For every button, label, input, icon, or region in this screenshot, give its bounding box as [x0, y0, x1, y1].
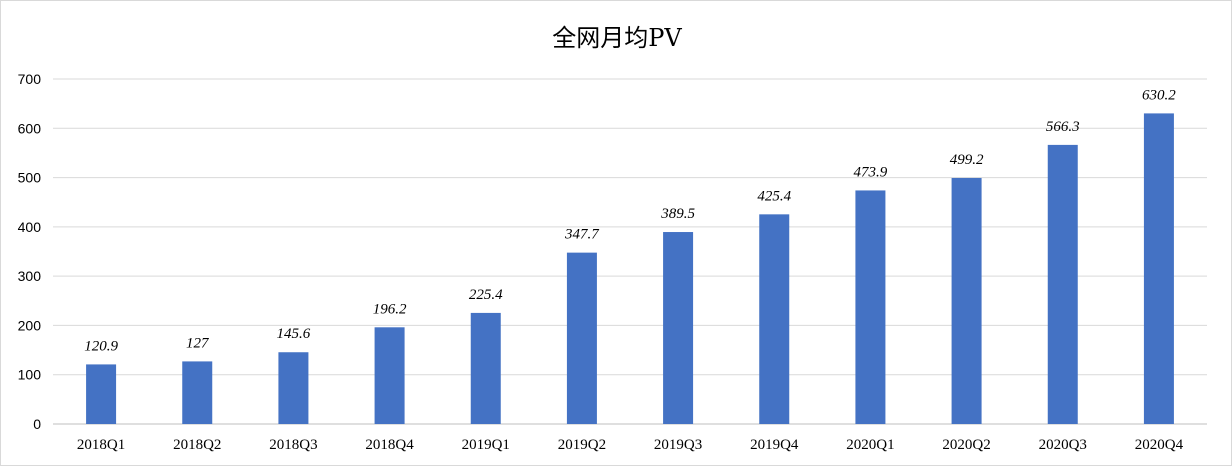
bar [1143, 113, 1174, 424]
data-label: 120.9 [84, 338, 118, 354]
y-tick-label: 700 [18, 71, 42, 87]
data-label: 127 [186, 335, 210, 351]
x-tick-label: 2020Q1 [846, 437, 894, 453]
bar [470, 312, 501, 424]
x-tick-label: 2019Q2 [558, 437, 606, 453]
data-label: 347.7 [564, 227, 600, 243]
x-tick-label: 2018Q2 [173, 437, 221, 453]
x-tick-label: 2020Q2 [942, 437, 990, 453]
x-tick-label: 2020Q3 [1039, 437, 1087, 453]
bar [855, 190, 886, 424]
x-tick-label: 2019Q3 [654, 437, 702, 453]
x-tick-label: 2020Q4 [1135, 437, 1184, 453]
bar [566, 252, 597, 424]
y-tick-label: 100 [18, 367, 42, 383]
x-tick-label: 2018Q3 [269, 437, 317, 453]
x-tick-label: 2018Q1 [77, 437, 125, 453]
gridlines [53, 78, 1207, 425]
data-label: 425.4 [757, 188, 791, 204]
bar [759, 214, 790, 424]
data-label: 473.9 [854, 164, 888, 180]
bar [1047, 144, 1078, 424]
y-tick-label: 200 [18, 317, 42, 333]
data-label: 630.2 [1142, 87, 1176, 103]
bar [278, 352, 309, 424]
data-label: 145.6 [277, 326, 311, 342]
bar [374, 327, 405, 424]
y-tick-label: 300 [18, 268, 42, 284]
y-tick-label: 0 [33, 416, 41, 432]
x-axis-ticks: 2018Q1 2018Q2 2018Q3 2018Q4 2019Q1 2019Q2 2019… [77, 437, 1184, 453]
bar [182, 361, 213, 424]
x-tick-label: 2018Q4 [365, 437, 414, 453]
bar [86, 364, 117, 424]
data-label: 499.2 [950, 152, 984, 168]
data-label: 566.3 [1046, 119, 1080, 135]
y-tick-label: 500 [18, 170, 42, 186]
bar [951, 177, 982, 424]
data-label: 196.2 [373, 301, 407, 317]
data-label: 225.4 [469, 287, 503, 303]
y-axis-ticks: 0 100 200 300 400 500 600 700 [18, 71, 42, 432]
bars [86, 113, 1174, 424]
data-labels: 120.9 127 145.6 196.2 225.4 347.7 389.5 425.4 47… [84, 87, 1176, 354]
y-tick-label: 600 [18, 120, 42, 136]
data-label: 389.5 [660, 206, 695, 222]
chart-title: 全网月均PV [552, 24, 682, 52]
x-tick-label: 2019Q4 [750, 437, 799, 453]
bar [663, 232, 694, 424]
x-tick-label: 2019Q1 [462, 437, 510, 453]
y-tick-label: 400 [18, 219, 42, 235]
